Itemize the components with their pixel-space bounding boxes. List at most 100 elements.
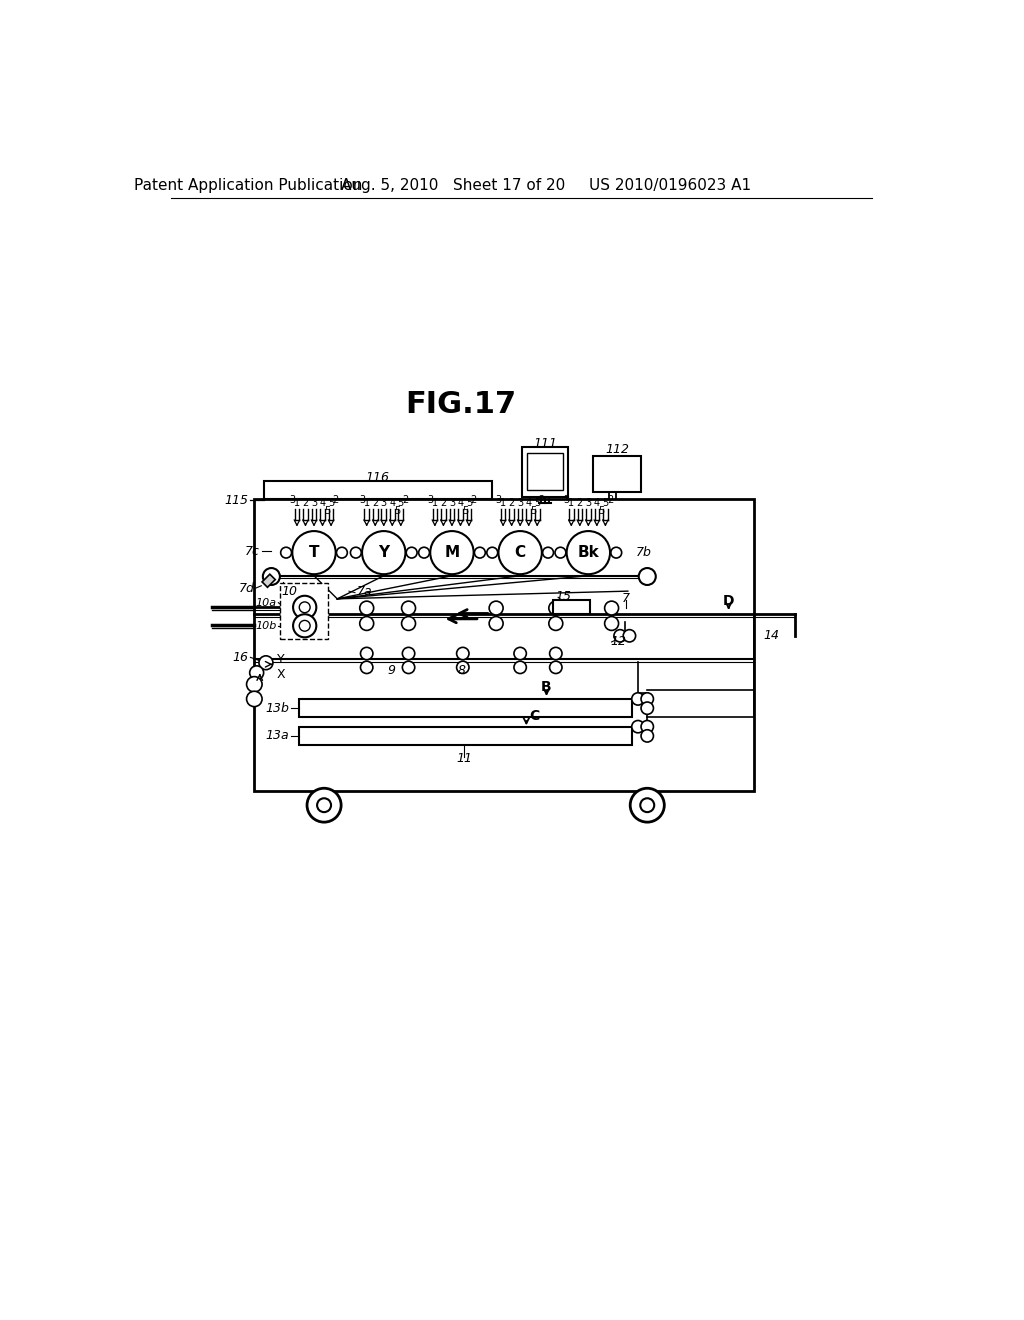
Circle shape	[292, 531, 336, 574]
Text: 5: 5	[535, 499, 541, 508]
Circle shape	[407, 548, 417, 558]
Bar	[553, 601, 590, 614]
Circle shape	[350, 548, 361, 558]
Text: Y: Y	[378, 545, 389, 560]
Circle shape	[401, 616, 416, 631]
Circle shape	[457, 647, 469, 660]
Text: 12: 12	[610, 635, 626, 648]
Text: 5: 5	[462, 506, 468, 516]
Text: 3: 3	[289, 495, 295, 504]
Text: 7c: 7c	[245, 545, 260, 557]
Circle shape	[550, 647, 562, 660]
Circle shape	[604, 601, 618, 615]
Circle shape	[514, 661, 526, 673]
Text: 5: 5	[328, 499, 334, 508]
Text: 1: 1	[432, 499, 438, 508]
Text: 2: 2	[470, 495, 477, 504]
Circle shape	[317, 799, 331, 812]
Text: 2: 2	[302, 499, 308, 508]
Circle shape	[259, 656, 273, 669]
Text: 4: 4	[389, 499, 395, 508]
Circle shape	[624, 630, 636, 642]
Bar	[254, 499, 755, 792]
Text: C: C	[529, 709, 540, 723]
Circle shape	[281, 548, 292, 558]
Text: 3: 3	[427, 495, 433, 504]
Text: 13a: 13a	[265, 730, 289, 742]
Text: 5: 5	[598, 506, 604, 516]
Text: Aug. 5, 2010   Sheet 17 of 20: Aug. 5, 2010 Sheet 17 of 20	[341, 178, 565, 193]
Text: 14: 14	[764, 630, 779, 643]
Circle shape	[641, 730, 653, 742]
Text: 10a: 10a	[256, 598, 276, 607]
Circle shape	[549, 601, 563, 615]
Bar	[521, 447, 568, 498]
Circle shape	[401, 601, 416, 615]
Text: 3: 3	[563, 495, 569, 504]
Bar	[527, 453, 563, 490]
Text: 2: 2	[509, 499, 515, 508]
Text: FIG.17: FIG.17	[406, 391, 517, 420]
Circle shape	[486, 548, 498, 558]
Text: 2: 2	[333, 495, 339, 504]
Text: Bk: Bk	[578, 545, 599, 560]
Circle shape	[641, 721, 653, 733]
Text: 1: 1	[364, 499, 370, 508]
Text: 5: 5	[530, 506, 537, 516]
Circle shape	[293, 614, 316, 638]
Text: 4: 4	[525, 499, 531, 508]
Circle shape	[550, 661, 562, 673]
Text: 3: 3	[517, 499, 523, 508]
Circle shape	[247, 692, 262, 706]
Circle shape	[489, 616, 503, 631]
Text: Y: Y	[276, 653, 285, 667]
Text: 3: 3	[381, 499, 387, 508]
Text: 5: 5	[324, 506, 331, 516]
Text: 7d: 7d	[239, 582, 254, 594]
Text: 5: 5	[602, 499, 608, 508]
Circle shape	[632, 721, 644, 733]
Text: 9: 9	[387, 664, 395, 677]
Circle shape	[474, 548, 485, 558]
Text: 3: 3	[586, 499, 592, 508]
Text: 6: 6	[307, 593, 315, 606]
Circle shape	[614, 630, 627, 642]
Circle shape	[293, 595, 316, 619]
Circle shape	[566, 531, 610, 574]
Text: 1: 1	[500, 499, 506, 508]
Text: US 2010/0196023 A1: US 2010/0196023 A1	[590, 178, 752, 193]
Text: 2: 2	[402, 495, 409, 504]
Text: X: X	[276, 668, 286, 681]
Text: 3: 3	[311, 499, 317, 508]
Text: 2: 2	[607, 495, 613, 504]
Text: 5: 5	[394, 506, 400, 516]
Text: C: C	[515, 545, 525, 560]
Bar	[299, 726, 632, 744]
Circle shape	[359, 616, 374, 631]
Circle shape	[337, 548, 347, 558]
Text: Patent Application Publication: Patent Application Publication	[134, 178, 362, 193]
Text: T: T	[309, 545, 319, 560]
Text: 2: 2	[577, 499, 583, 508]
Bar	[593, 457, 641, 492]
Circle shape	[360, 661, 373, 673]
Text: 2: 2	[372, 499, 378, 508]
Text: 3: 3	[359, 495, 366, 504]
Text: 5: 5	[466, 499, 472, 508]
Text: 11: 11	[457, 752, 472, 766]
Text: 115: 115	[224, 494, 248, 507]
Circle shape	[247, 677, 262, 692]
Circle shape	[630, 788, 665, 822]
Circle shape	[632, 693, 644, 705]
Bar	[299, 700, 632, 718]
Text: M: M	[444, 545, 460, 560]
Circle shape	[307, 788, 341, 822]
Text: 4: 4	[458, 499, 464, 508]
Circle shape	[430, 531, 474, 574]
Circle shape	[362, 531, 406, 574]
Circle shape	[549, 616, 563, 631]
Circle shape	[360, 647, 373, 660]
Circle shape	[263, 568, 280, 585]
Text: 15: 15	[555, 590, 571, 603]
Circle shape	[402, 647, 415, 660]
